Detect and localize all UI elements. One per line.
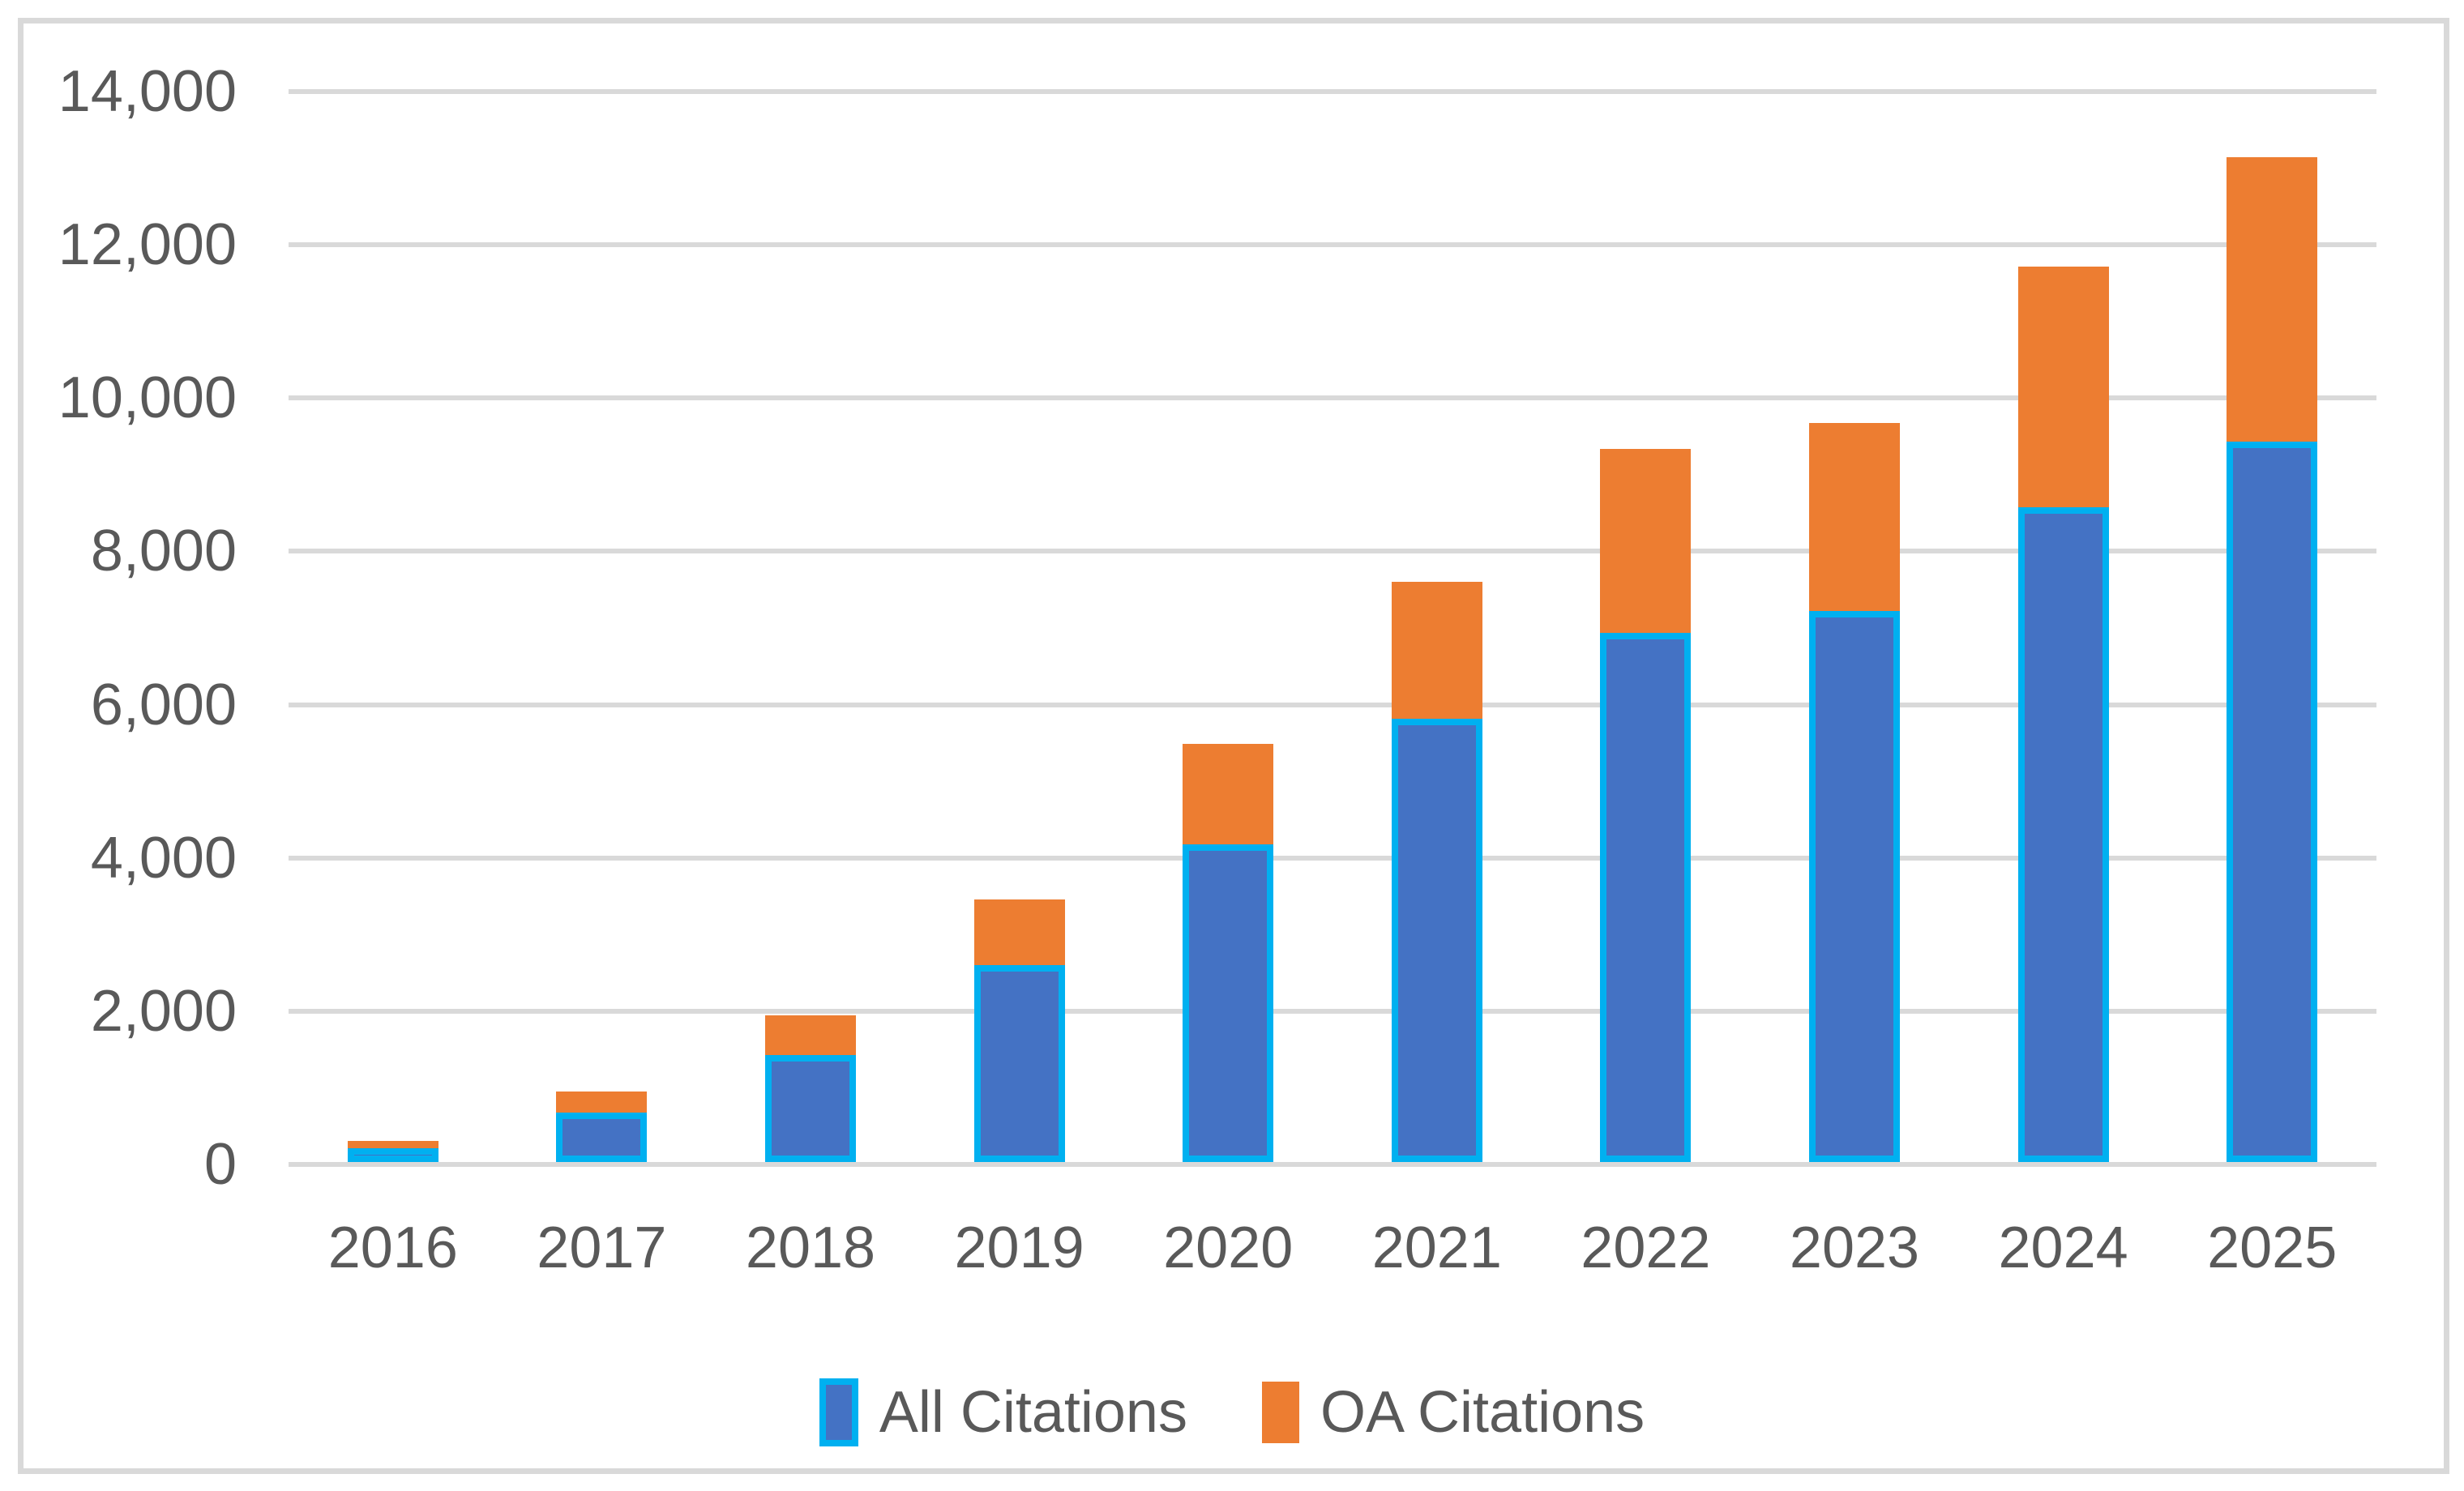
y-axis-tick-label: 12,000 [58,212,237,278]
gridline [289,242,2376,248]
bar-oa-citations-2020 [1183,743,1274,845]
legend-label-oa-citations: OA Citations [1320,1380,1645,1445]
x-axis-label-2022: 2022 [1581,1215,1711,1280]
y-axis-tick-label: 8,000 [90,519,237,584]
y-axis-tick-label: 6,000 [90,672,237,737]
y-axis-tick-label: 4,000 [90,825,237,891]
x-axis-label-2024: 2024 [1998,1215,2128,1280]
x-axis-label-2018: 2018 [745,1215,876,1280]
bar-all-citations-2022 [1600,633,1692,1162]
bar-all-citations-2016 [347,1147,438,1162]
bar-all-citations-2024 [2017,507,2109,1162]
bar-oa-citations-2018 [765,1015,856,1055]
legend-swatch-all-citations [819,1378,858,1446]
x-axis-label-2021: 2021 [1371,1215,1502,1280]
bar-all-citations-2019 [973,964,1065,1162]
bar-oa-citations-2025 [2227,157,2318,442]
bar-oa-citations-2023 [1809,423,1900,612]
gridline [289,395,2376,401]
bar-oa-citations-2021 [1391,582,1482,720]
x-axis-label-2020: 2020 [1163,1215,1294,1280]
legend-swatch-oa-citations [1261,1382,1299,1443]
gridline [289,1008,2376,1014]
bar-all-citations-2025 [2227,442,2318,1162]
bar-oa-citations-2016 [347,1141,438,1148]
x-axis-label-2025: 2025 [2207,1215,2338,1280]
gridline [289,855,2376,861]
bar-oa-citations-2022 [1600,448,1692,634]
x-axis-label-2023: 2023 [1789,1215,1920,1280]
gridline [289,702,2376,707]
gridline [289,549,2376,554]
bar-all-citations-2018 [765,1054,856,1162]
bar-all-citations-2017 [556,1112,648,1162]
legend-item-oa-citations: OA Citations [1261,1374,1645,1451]
bar-oa-citations-2019 [973,899,1065,965]
bar-all-citations-2023 [1809,611,1900,1162]
gridline [289,89,2376,94]
legend: All Citations OA Citations [0,1368,2464,1457]
bar-oa-citations-2017 [556,1091,648,1113]
x-axis-line [289,1162,2376,1167]
legend-label-all-citations: All Citations [879,1380,1187,1445]
y-axis-tick-label: 2,000 [90,978,237,1044]
x-axis-label-2017: 2017 [537,1215,667,1280]
x-axis-label-2016: 2016 [327,1215,458,1280]
bar-all-citations-2020 [1183,844,1274,1162]
y-axis-tick-label: 14,000 [58,59,237,124]
x-axis-label-2019: 2019 [954,1215,1084,1280]
y-axis-tick-label: 0 [203,1132,237,1197]
y-axis-tick-label: 10,000 [58,365,237,431]
bar-all-citations-2021 [1391,719,1482,1162]
legend-item-all-citations: All Citations [819,1374,1187,1451]
bar-oa-citations-2024 [2017,267,2109,508]
